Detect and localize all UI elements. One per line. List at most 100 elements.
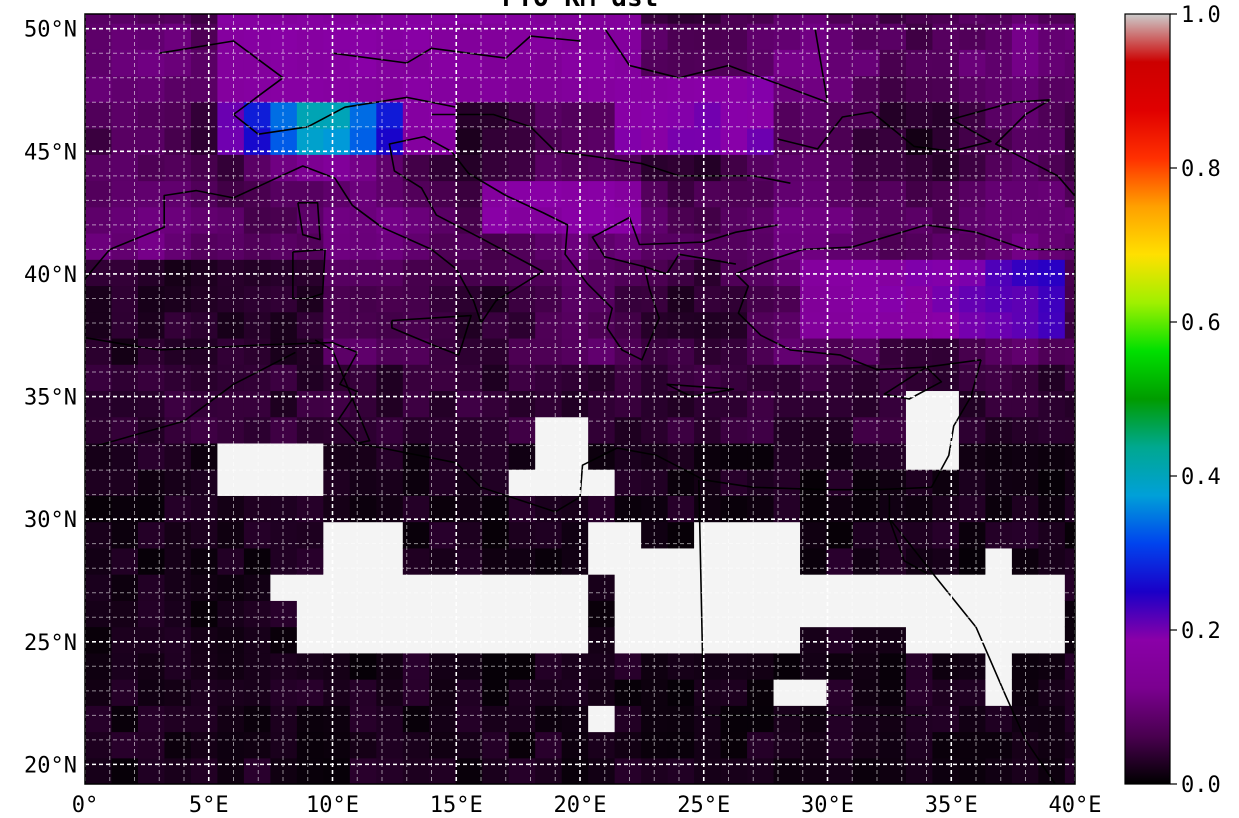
data-cell	[482, 49, 510, 77]
data-cell	[323, 75, 351, 103]
data-cell	[614, 390, 642, 418]
data-cell	[561, 259, 589, 287]
data-cell	[1064, 259, 1075, 287]
data-cell	[323, 311, 351, 339]
data-cell	[190, 600, 219, 628]
data-cell	[482, 154, 510, 182]
data-cell	[747, 600, 775, 628]
data-cell	[932, 311, 960, 339]
data-cell	[747, 469, 775, 496]
data-cell	[614, 180, 642, 208]
data-cell	[694, 442, 722, 470]
data-cell	[402, 101, 430, 129]
data-cell	[561, 23, 589, 50]
data-cell	[667, 495, 695, 523]
lon-tick-label: 10°E	[306, 793, 359, 818]
data-cell	[879, 705, 907, 733]
data-cell	[879, 469, 907, 496]
data-cell	[588, 206, 616, 234]
data-cell	[376, 626, 404, 654]
data-cell	[217, 180, 245, 208]
data-cell	[985, 469, 1013, 496]
data-cell	[747, 23, 775, 50]
data-cell	[243, 337, 271, 365]
data-cell	[561, 600, 589, 628]
data-cell	[217, 154, 245, 182]
coastline	[735, 224, 1075, 371]
data-cell	[1064, 128, 1075, 155]
data-cell	[826, 23, 854, 50]
data-cell	[455, 495, 483, 523]
data-cell	[905, 232, 934, 260]
data-cell	[270, 154, 298, 182]
data-cell	[561, 337, 589, 365]
data-cell	[85, 337, 113, 365]
data-cell	[535, 731, 563, 759]
data-cell	[1064, 23, 1075, 50]
data-cell	[879, 442, 907, 470]
data-cell	[508, 679, 536, 706]
data-cell	[588, 731, 616, 759]
data-cell	[879, 180, 907, 208]
data-cell	[720, 495, 748, 523]
data-cell	[217, 206, 245, 234]
data-cell	[137, 311, 166, 339]
data-cell	[852, 337, 881, 365]
data-cell	[667, 574, 695, 601]
data-cell	[958, 731, 986, 759]
data-cell	[932, 731, 960, 759]
data-cell	[429, 679, 457, 706]
data-cell	[323, 232, 351, 260]
data-cell	[270, 101, 298, 129]
data-cell	[932, 180, 960, 208]
data-cell	[720, 757, 748, 784]
data-cell	[270, 311, 298, 339]
data-cell	[111, 14, 139, 24]
data-cell	[1064, 626, 1075, 654]
data-cell	[349, 364, 377, 392]
data-cell	[958, 521, 986, 549]
coastline	[85, 135, 737, 361]
data-cell	[296, 390, 324, 418]
data-cell	[190, 259, 219, 287]
data-cell	[429, 705, 457, 733]
data-cell	[667, 626, 695, 654]
data-cell	[800, 390, 828, 418]
data-cell	[905, 101, 934, 129]
data-cell	[694, 49, 722, 77]
data-cell	[243, 14, 271, 24]
data-cell	[773, 14, 801, 24]
data-cell	[243, 521, 271, 549]
data-cell	[190, 311, 219, 339]
coastline	[297, 202, 321, 241]
data-cell	[508, 547, 536, 575]
data-cell	[323, 101, 351, 129]
data-cell	[800, 705, 828, 733]
data-cell	[349, 128, 377, 155]
data-cell	[588, 75, 616, 103]
data-cell	[879, 311, 907, 339]
data-cell	[932, 626, 960, 654]
data-cell	[614, 757, 642, 784]
data-cell	[402, 705, 430, 733]
data-cell	[1038, 757, 1066, 784]
data-cell	[535, 101, 563, 129]
data-cell	[958, 180, 986, 208]
data-cell	[826, 154, 854, 182]
data-cell	[852, 128, 881, 155]
data-cell	[667, 311, 695, 339]
gridlines	[85, 14, 1075, 784]
data-cell	[217, 495, 245, 523]
data-cell	[402, 626, 430, 654]
data-cell	[1038, 495, 1066, 523]
data-cell	[905, 49, 934, 77]
data-cell	[217, 390, 245, 418]
data-cell	[614, 206, 642, 234]
data-cell	[137, 128, 166, 155]
data-cell	[588, 757, 616, 784]
data-cell	[561, 154, 589, 182]
data-cell	[667, 49, 695, 77]
data-cell	[852, 469, 881, 496]
data-cell	[429, 521, 457, 549]
data-cell	[296, 547, 324, 575]
